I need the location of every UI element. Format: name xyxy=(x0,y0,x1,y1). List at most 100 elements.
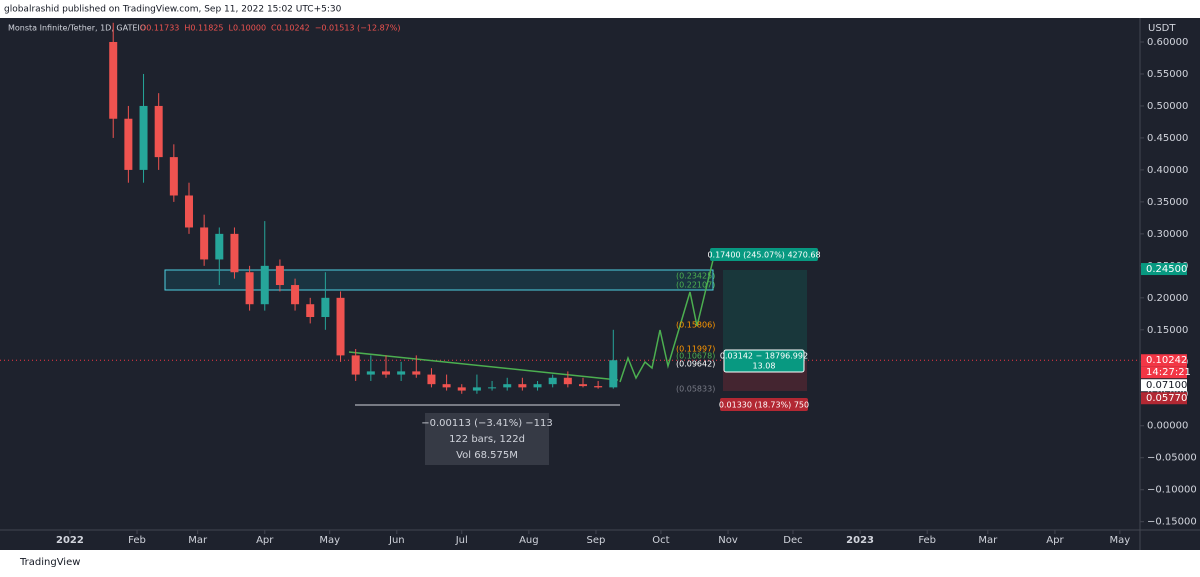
candle-body xyxy=(442,384,451,388)
y-tick-label: −0.15000 xyxy=(1147,517,1197,528)
y-tick-label: 0.30000 xyxy=(1147,229,1188,240)
candle-body xyxy=(594,386,603,388)
y-tick-label: 0.35000 xyxy=(1147,197,1188,208)
candle-body xyxy=(275,265,284,286)
candle-body xyxy=(321,297,330,318)
y-tick-label: 0.50000 xyxy=(1147,101,1188,112)
measure-text: −0.00113 (−3.41%) −113 xyxy=(421,418,553,429)
candle-body xyxy=(139,105,148,170)
level-label: (0.15806) xyxy=(676,321,715,330)
candle-body xyxy=(518,384,527,388)
ohlc-value: O0.11733 xyxy=(140,24,179,33)
x-tick-label: Apr xyxy=(1046,535,1064,546)
price-badge xyxy=(1141,263,1187,276)
candle-body xyxy=(609,360,618,388)
publisher: globalrashid published on TradingView.co… xyxy=(4,5,342,15)
candle-body xyxy=(200,227,209,260)
countdown-bg xyxy=(1141,366,1187,379)
target-label: 0.17400 (245.07%) 4270.68 xyxy=(707,251,820,260)
candle-body xyxy=(533,384,542,388)
level-label: (0.11997) xyxy=(676,345,715,354)
candle-body xyxy=(412,371,421,375)
candle-body xyxy=(397,371,406,375)
stop-box xyxy=(720,398,808,411)
measure-text: 122 bars, 122d xyxy=(449,434,525,445)
x-tick-label: Sep xyxy=(587,535,606,546)
candle-body xyxy=(336,297,345,356)
price-badge xyxy=(1141,379,1187,392)
x-tick-label: Aug xyxy=(519,535,539,546)
candle-body xyxy=(184,195,193,228)
ohlc-value: −0.01513 (−12.87%) xyxy=(315,24,401,33)
candle-body xyxy=(503,384,512,388)
candle-body xyxy=(381,371,390,375)
candle-body xyxy=(578,384,587,387)
trendline xyxy=(348,351,619,381)
candle-body xyxy=(548,377,557,385)
entry-label: 13.08 xyxy=(753,362,776,371)
chart-bg xyxy=(0,18,1200,550)
ohlc-value: L0.10000 xyxy=(229,24,267,33)
candle-body xyxy=(427,374,436,385)
candle-body xyxy=(169,157,178,196)
y-tick-label: 0.45000 xyxy=(1147,133,1188,144)
candle-body xyxy=(215,233,224,260)
x-tick-label: 2023 xyxy=(846,535,874,546)
x-tick-label: Mar xyxy=(978,535,998,546)
x-tick-label: Jun xyxy=(388,535,405,546)
price-badge-label: 0.07100 xyxy=(1146,380,1187,391)
top-bar xyxy=(0,0,1200,18)
level-label: (0.10678) xyxy=(676,352,715,361)
candle-body xyxy=(351,355,360,375)
target-area xyxy=(723,270,807,361)
candle-body xyxy=(306,304,315,318)
candle-body xyxy=(457,387,466,391)
candle-body xyxy=(230,233,239,273)
y-tick-label: 0.40000 xyxy=(1147,165,1188,176)
zone xyxy=(164,269,714,291)
x-tick-label: 2022 xyxy=(56,535,84,546)
y-tick-label: 0.00000 xyxy=(1147,421,1188,432)
candle-body xyxy=(488,387,497,389)
ohlc-value: H0.11825 xyxy=(184,24,223,33)
countdown: 14:27:21 xyxy=(1146,367,1191,378)
x-tick-label: May xyxy=(319,535,340,546)
symbol-title: Monsta Infinite/Tether, 1D, GATEIO xyxy=(8,24,146,33)
y-tick-label: 0.20000 xyxy=(1147,293,1188,304)
price-badge xyxy=(1141,392,1187,405)
candle-body xyxy=(154,105,163,158)
entry-label: 0.03142 − 18796.992 xyxy=(720,352,808,361)
candle-body xyxy=(563,377,572,385)
level-label: (0.22107) xyxy=(676,281,715,290)
level-label: (0.05833) xyxy=(676,385,715,394)
measure-text: Vol 68.575M xyxy=(456,450,518,461)
brand: TradingView xyxy=(19,557,80,568)
bottom-bar xyxy=(0,550,1200,573)
x-tick-label: Apr xyxy=(256,535,274,546)
x-tick-label: May xyxy=(1110,535,1131,546)
y-tick-label: −0.05000 xyxy=(1147,453,1197,464)
y-tick-label: 0.15000 xyxy=(1147,325,1188,336)
price-badge xyxy=(1141,354,1187,367)
price-badge-label: 0.24500 xyxy=(1146,264,1187,275)
y-tick-label: 0.60000 xyxy=(1147,37,1188,48)
level-label: (0.09642) xyxy=(676,360,715,369)
x-tick-label: Feb xyxy=(918,535,936,546)
measure-box xyxy=(425,413,549,465)
y-tick-label: −0.10000 xyxy=(1147,485,1197,496)
x-tick-label: Dec xyxy=(783,535,802,546)
chart: Monsta Infinite/Tether, 1D, GATEIOO0.117… xyxy=(0,22,1197,546)
x-tick-label: Feb xyxy=(128,535,146,546)
currency: USDT xyxy=(1148,23,1176,34)
entry-box xyxy=(723,349,805,373)
candle-body xyxy=(260,265,269,305)
candle-body xyxy=(124,118,133,170)
stop-label: 0.01330 (18.73%) 750 xyxy=(719,401,809,410)
candle-body xyxy=(472,387,481,391)
price-badge-label: 0.10242 xyxy=(1146,355,1187,366)
x-tick-label: Mar xyxy=(188,535,208,546)
ohlc-value: C0.10242 xyxy=(271,24,310,33)
candle-body xyxy=(109,41,118,119)
x-tick-label: Oct xyxy=(652,535,669,546)
